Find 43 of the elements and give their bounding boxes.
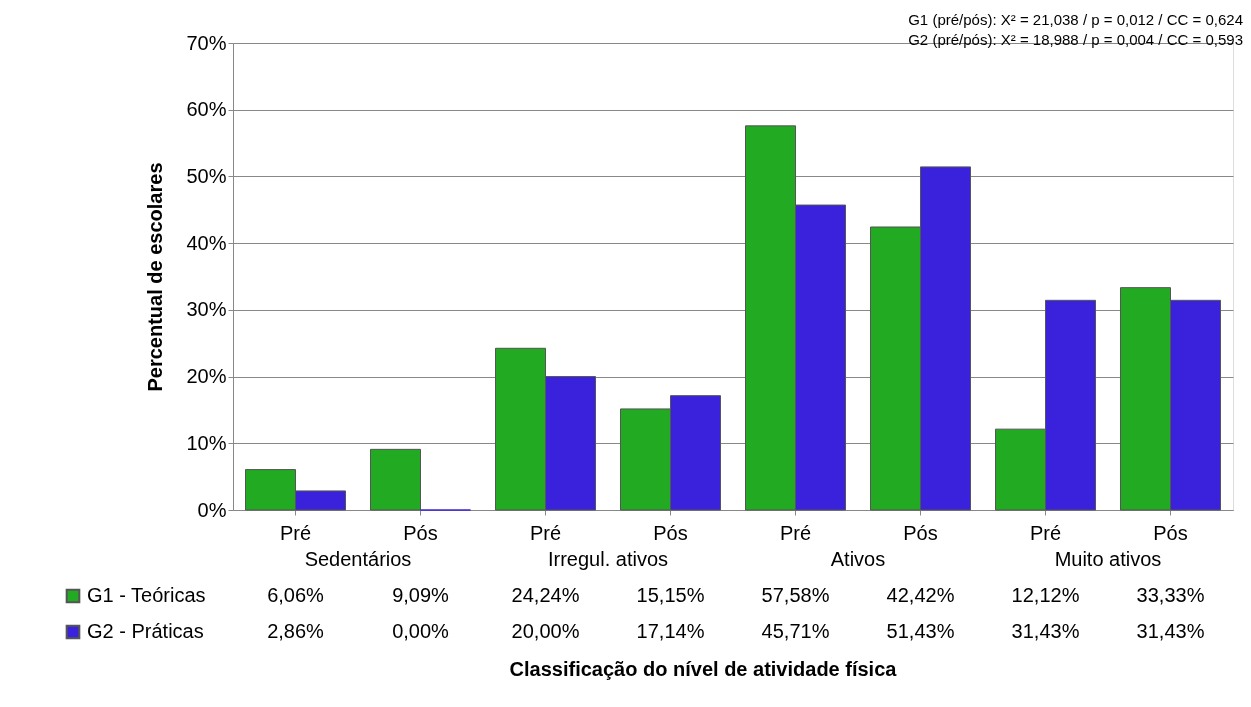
x-tick-label: Pré xyxy=(1029,521,1062,544)
y-tick-label: 0% xyxy=(197,498,227,521)
x-tick-label: Pré xyxy=(779,521,812,544)
data-label: 42,42% xyxy=(886,584,955,606)
data-label: 31,43% xyxy=(1136,620,1205,642)
data-label: 24,24% xyxy=(511,584,580,606)
y-tick-label: 30% xyxy=(186,298,227,321)
data-label: 20,00% xyxy=(511,620,580,642)
text: Muito ativos xyxy=(1054,548,1162,570)
y-tick-label: 50% xyxy=(186,164,227,187)
text: G1 (pré/pós): X² = 21,038 / p = 0,012 / CC = 0,624 xyxy=(908,11,1243,28)
data-label: 9,09% xyxy=(392,584,450,606)
x-tick-label: Pós xyxy=(403,521,438,544)
annotation: G2 (pré/pós): X² = 18,988 / p = 0,004 / CC = 0,593 xyxy=(908,31,1243,48)
data-label: 57,58% xyxy=(761,584,830,606)
x-tick-label: Pré xyxy=(529,521,562,544)
x-tick-label: Pós xyxy=(1153,521,1188,544)
data-label: 51,43% xyxy=(886,620,955,642)
text: Sedentários xyxy=(304,548,412,570)
text: Irregul. ativos xyxy=(547,548,669,570)
x-tick-label: Pré xyxy=(279,521,312,544)
y-tick-label: 60% xyxy=(186,98,227,121)
data-label: 6,06% xyxy=(267,584,325,606)
text: Ativos xyxy=(830,548,886,570)
data-label: 33,33% xyxy=(1136,584,1205,606)
text: Classificação do nível de atividade física xyxy=(509,658,898,680)
legend-label: G1 - Teóricas xyxy=(87,584,206,606)
legend-label: G2 - Práticas xyxy=(87,620,204,642)
data-label: 17,14% xyxy=(636,620,705,642)
y-tick-label: 20% xyxy=(186,365,227,388)
data-label: 15,15% xyxy=(636,584,705,606)
bar xyxy=(370,448,421,511)
data-label: 31,43% xyxy=(1011,620,1080,642)
x-tick-label: Pós xyxy=(903,521,938,544)
data-label: 12,12% xyxy=(1011,584,1080,606)
y-tick-label: 70% xyxy=(186,31,227,54)
y-tick-label: 40% xyxy=(186,231,227,254)
x-tick-label: Pós xyxy=(653,521,688,544)
data-label: 45,71% xyxy=(761,620,830,642)
y-tick-label: 10% xyxy=(186,431,227,454)
y-axis-title: Percentual de escolares xyxy=(144,162,167,392)
data-label: 0,00% xyxy=(392,620,450,642)
data-label: 2,86% xyxy=(267,620,325,642)
